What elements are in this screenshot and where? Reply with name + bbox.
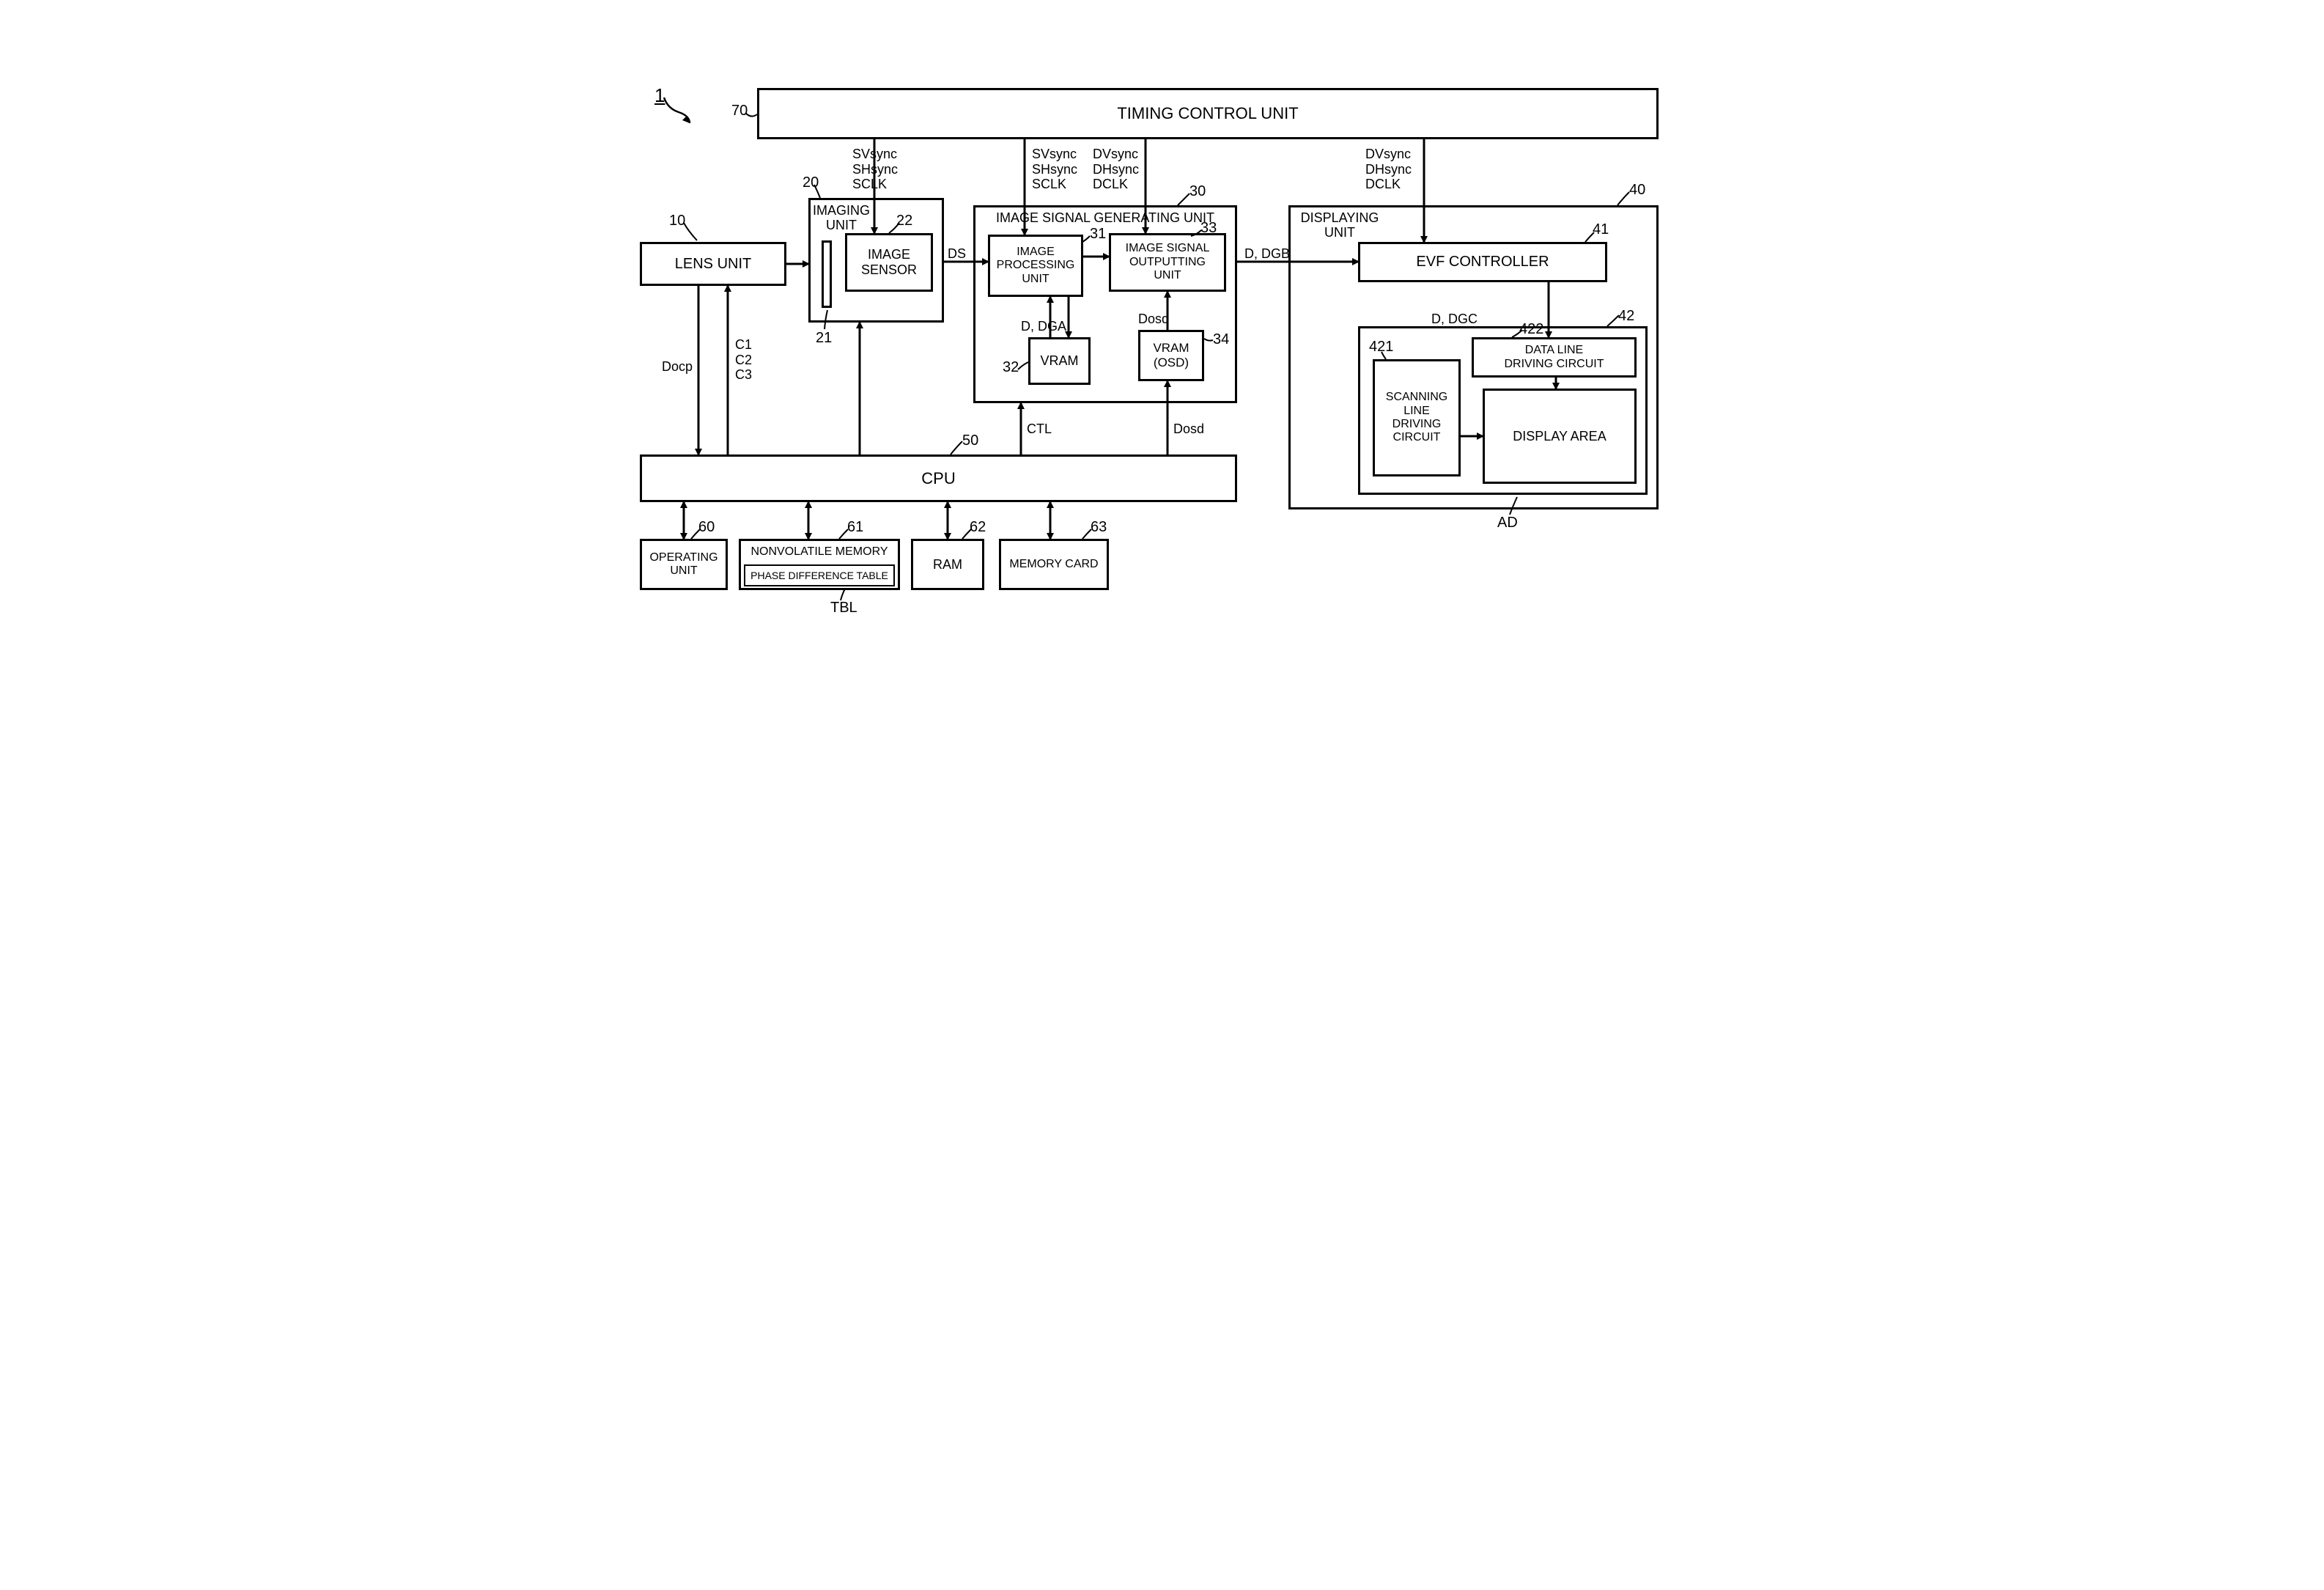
sig-ds: DS (948, 246, 966, 262)
op-unit-label: OPERATINGUNIT (649, 551, 718, 578)
leader-422 (1510, 328, 1529, 343)
leader-50 (949, 440, 971, 458)
sig-ctl: CTL (1027, 422, 1052, 437)
figure-ref: 1 (654, 84, 665, 107)
evf-controller: EVF CONTROLLER (1358, 242, 1607, 282)
leader-21 (823, 309, 838, 331)
evf-label: EVF CONTROLLER (1416, 254, 1549, 270)
memcard-label: MEMORY CARD (1009, 558, 1098, 571)
operating-unit: OPERATINGUNIT (640, 539, 728, 590)
displaying-unit-title: DISPLAYINGUNIT (1296, 211, 1384, 240)
sig-svsync-left: SVsyncSHsyncSCLK (852, 147, 898, 192)
isg-title: IMAGE SIGNAL GENERATING UNIT (988, 211, 1222, 226)
leader-30 (1176, 192, 1206, 207)
sig-c123: C1C2C3 (735, 337, 752, 383)
sig-dosd-cpu: Dosd (1173, 422, 1204, 437)
tbl-label: PHASE DIFFERENCE TABLE (750, 570, 888, 581)
leader-20 (813, 182, 842, 204)
leader-421 (1380, 350, 1395, 361)
memory-card: MEMORY CARD (999, 539, 1109, 590)
sig-svsync-mid: SVsyncSHsyncSCLK (1032, 147, 1077, 192)
leader-10 (682, 220, 712, 242)
sig-dvsync-mid: DVsyncDHsyncDCLK (1093, 147, 1139, 192)
leader-41 (1584, 231, 1602, 246)
sensor-element (822, 240, 832, 308)
ref-tbl: TBL (830, 600, 857, 617)
nvmem-label: NONVOLATILE MEMORY (751, 545, 888, 559)
cpu-label: CPU (921, 469, 955, 487)
leader-32 (1017, 361, 1035, 375)
data-drv-label: DATA LINEDRIVING CIRCUIT (1505, 344, 1604, 371)
lens-unit: LENS UNIT (640, 242, 786, 286)
leader-22 (888, 221, 910, 236)
leader-61 (838, 528, 856, 541)
sig-ddga: D, DGA (1021, 319, 1066, 334)
leader-40 (1616, 191, 1645, 209)
ref-21: 21 (816, 330, 832, 347)
leader-60 (690, 528, 708, 541)
image-sensor-label: IMAGESENSOR (861, 247, 917, 277)
timing-label: TIMING CONTROL UNIT (1117, 104, 1298, 122)
leader-31 (1081, 235, 1096, 246)
data-line-driving-circuit: DATA LINEDRIVING CIRCUIT (1472, 337, 1637, 378)
ipu-label: IMAGEPROCESSINGUNIT (997, 246, 1075, 286)
display-area-label: DISPLAY AREA (1513, 429, 1606, 444)
vram-osd-label: VRAM(OSD) (1153, 341, 1189, 369)
scanning-line-driving-circuit: SCANNINGLINEDRIVINGCIRCUIT (1373, 359, 1461, 476)
vram-osd: VRAM(OSD) (1138, 330, 1204, 381)
sig-docp: Docp (662, 359, 693, 375)
ram-label: RAM (933, 557, 962, 573)
sig-ddgb: D, DGB (1244, 246, 1290, 262)
image-sensor: IMAGESENSOR (845, 233, 933, 292)
leader-42 (1606, 314, 1628, 332)
cpu: CPU (640, 454, 1237, 502)
ram: RAM (911, 539, 984, 590)
leader-tbl (838, 587, 856, 602)
lens-label: LENS UNIT (675, 256, 751, 273)
leader-33 (1189, 229, 1211, 243)
leader-34 (1203, 337, 1221, 352)
sig-dvsync-right: DVsyncDHsyncDCLK (1365, 147, 1412, 192)
isou-label: IMAGE SIGNALOUTPUTTINGUNIT (1126, 242, 1210, 282)
leader-62 (961, 528, 979, 541)
leader-ad (1508, 496, 1530, 518)
image-processing-unit: IMAGEPROCESSINGUNIT (988, 235, 1083, 297)
vram-label: VRAM (1040, 353, 1078, 369)
sig-ddgc: D, DGC (1431, 312, 1478, 327)
leader-63 (1081, 528, 1099, 541)
timing-control-unit: TIMING CONTROL UNIT (757, 88, 1659, 139)
display-area: DISPLAY AREA (1483, 389, 1637, 484)
leader-70 (744, 111, 773, 126)
phase-difference-table: PHASE DIFFERENCE TABLE (744, 564, 895, 586)
vram: VRAM (1028, 337, 1091, 385)
sig-dosd-vram: Dosd (1138, 312, 1169, 327)
imaging-unit-title: IMAGINGUNIT (812, 204, 871, 233)
scan-drv-label: SCANNINGLINEDRIVINGCIRCUIT (1386, 391, 1447, 445)
